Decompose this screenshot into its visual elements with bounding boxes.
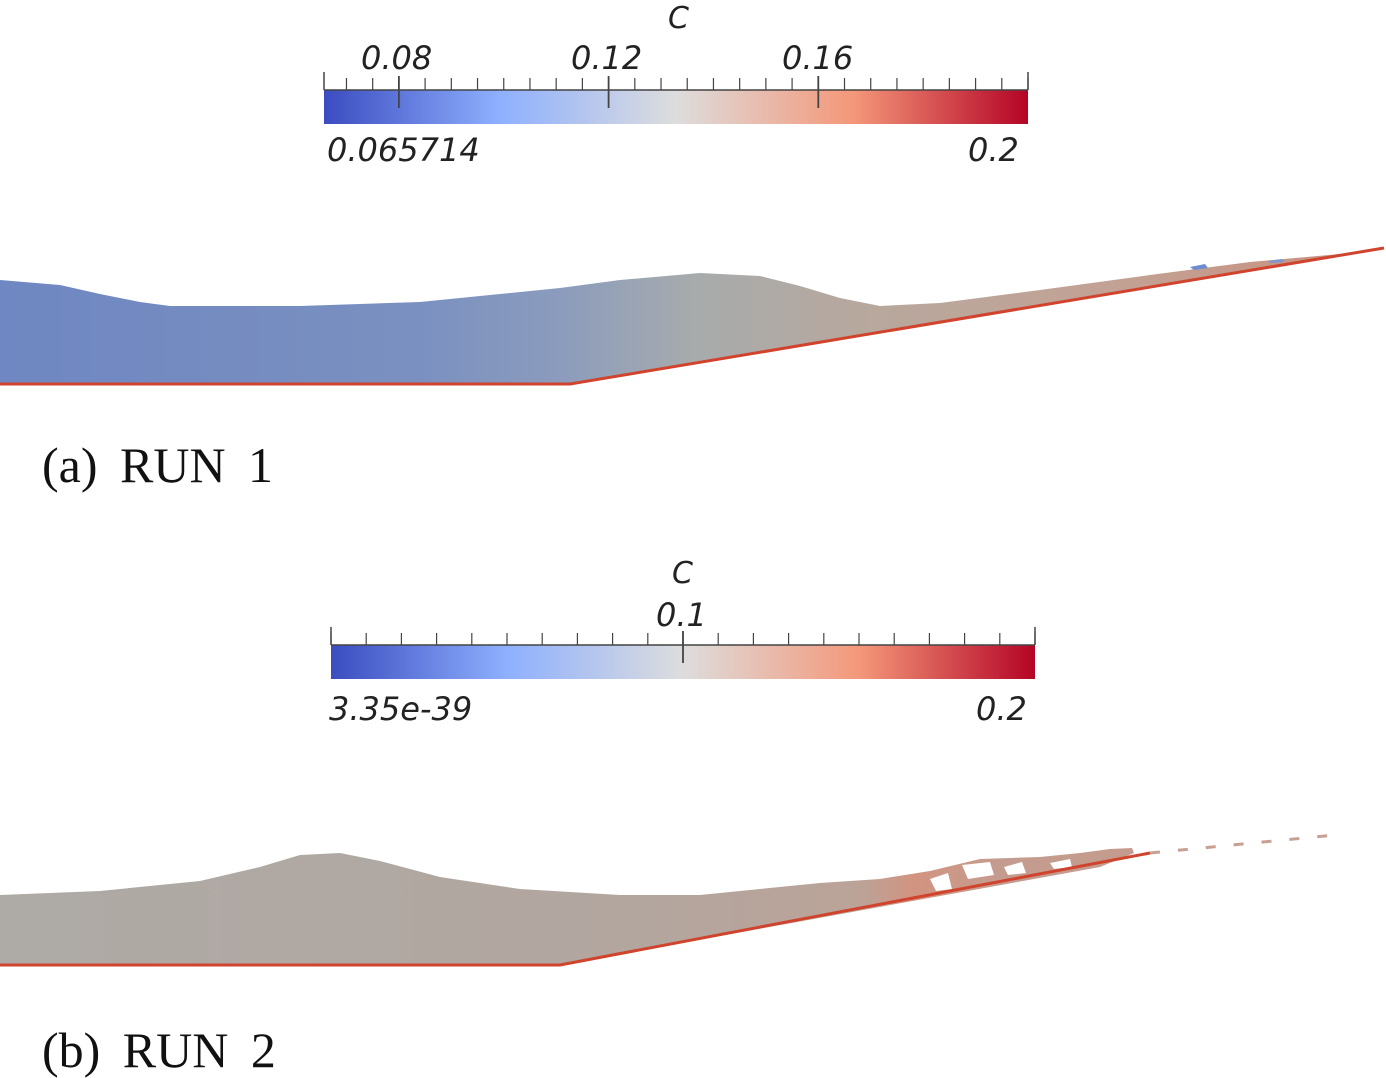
colorbar-gradient [324, 90, 1028, 124]
seabed [0, 851, 1151, 967]
colorbar-major-tick-label: 0.08 [361, 39, 433, 77]
spray-droplets [1149, 833, 1336, 855]
panel-run-1: C 0.08 0.12 0.16 0.065714 0.2 [0, 0, 1386, 500]
colorbar-title: C [672, 556, 693, 591]
colorbar-min-label: 3.35e-39 [329, 690, 473, 728]
colorbar [323, 72, 1029, 124]
panel-caption: (b) RUN 2 [42, 1022, 276, 1078]
breaking-wave-void [930, 873, 952, 891]
water-body [0, 848, 1134, 965]
panel-run-2: C 0.1 3.35e-39 0.2 [0, 555, 1386, 1077]
breaking-wave-void [962, 862, 994, 879]
concentration-field-run-1 [0, 246, 1385, 386]
colorbar-max-label: 0.2 [976, 690, 1027, 728]
colorbar-major-tick-label: 0.12 [571, 39, 643, 77]
concentration-field-run-2 [0, 833, 1336, 967]
foam-patch [1268, 259, 1284, 263]
colorbar [330, 627, 1036, 679]
panel-caption: (a) RUN 1 [42, 437, 274, 493]
breaking-wave-void [1004, 862, 1026, 875]
foam-patch [1190, 264, 1208, 270]
colorbar-min-label: 0.065714 [327, 131, 480, 169]
breaking-wave-void [1050, 859, 1072, 869]
colorbar-title: C [668, 1, 689, 36]
seabed [0, 246, 1385, 386]
colorbar-major-tick-label: 0.16 [782, 39, 854, 77]
colorbar-major-tick-label: 0.1 [656, 596, 707, 634]
colorbar-max-label: 0.2 [968, 131, 1019, 169]
water-body [0, 248, 1384, 384]
